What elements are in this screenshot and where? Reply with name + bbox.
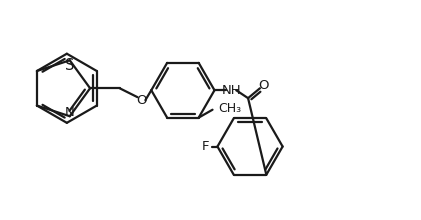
Text: NH: NH [221, 84, 241, 97]
Text: N: N [65, 106, 75, 119]
Text: F: F [202, 140, 209, 153]
Text: O: O [258, 79, 269, 92]
Text: CH₃: CH₃ [218, 102, 242, 115]
Text: S: S [65, 58, 75, 73]
Text: O: O [136, 94, 147, 107]
